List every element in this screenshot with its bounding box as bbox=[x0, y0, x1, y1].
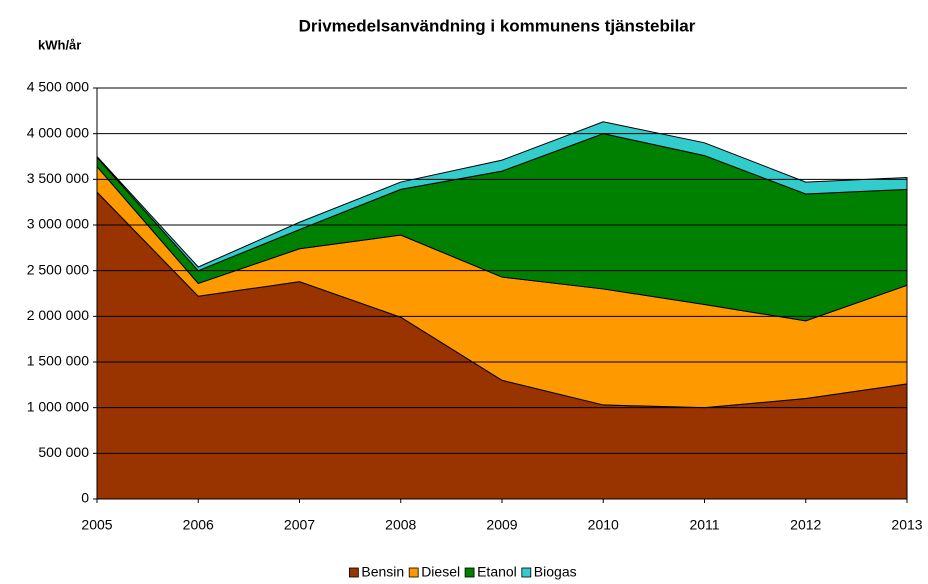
x-tick-label: 2006 bbox=[183, 517, 214, 533]
x-tick-label: 2009 bbox=[486, 517, 517, 533]
legend-label: Biogas bbox=[534, 564, 577, 580]
legend-label: Bensin bbox=[361, 564, 404, 580]
y-tick-label: 4 000 000 bbox=[27, 124, 89, 140]
legend-swatch bbox=[348, 567, 359, 578]
x-tick-label: 2012 bbox=[790, 517, 821, 533]
legend-swatch bbox=[464, 567, 475, 578]
x-tick-label: 2007 bbox=[284, 517, 315, 533]
area bbox=[96, 121, 908, 272]
y-tick-label: 0 bbox=[81, 490, 89, 506]
legend-swatch bbox=[408, 567, 419, 578]
x-tick-label: 2011 bbox=[689, 517, 719, 533]
y-tick-label: 3 000 000 bbox=[27, 216, 89, 232]
y-axis-label: kWh/år bbox=[38, 37, 81, 52]
y-tick-label: 1 000 000 bbox=[27, 398, 89, 414]
x-tick-label: 2008 bbox=[385, 517, 416, 533]
x-tick-label: 2005 bbox=[81, 517, 112, 533]
chart-title: Drivmedelsanvändning i kommunens tjänste… bbox=[299, 16, 696, 35]
x-tick-label: 2013 bbox=[891, 517, 922, 533]
x-tick-label: 2010 bbox=[588, 517, 619, 533]
y-tick-label: 3 500 000 bbox=[27, 170, 89, 186]
legend-label: Etanol bbox=[477, 564, 517, 580]
y-tick-label: 2 000 000 bbox=[27, 307, 89, 323]
y-tick-label: 2 500 000 bbox=[27, 261, 89, 277]
legend-label: Diesel bbox=[421, 564, 460, 580]
y-tick-label: 4 500 000 bbox=[27, 79, 89, 95]
legend-swatch bbox=[521, 567, 532, 578]
y-tick-label: 1 500 000 bbox=[27, 353, 89, 369]
y-tick-label: 500 000 bbox=[38, 444, 89, 460]
